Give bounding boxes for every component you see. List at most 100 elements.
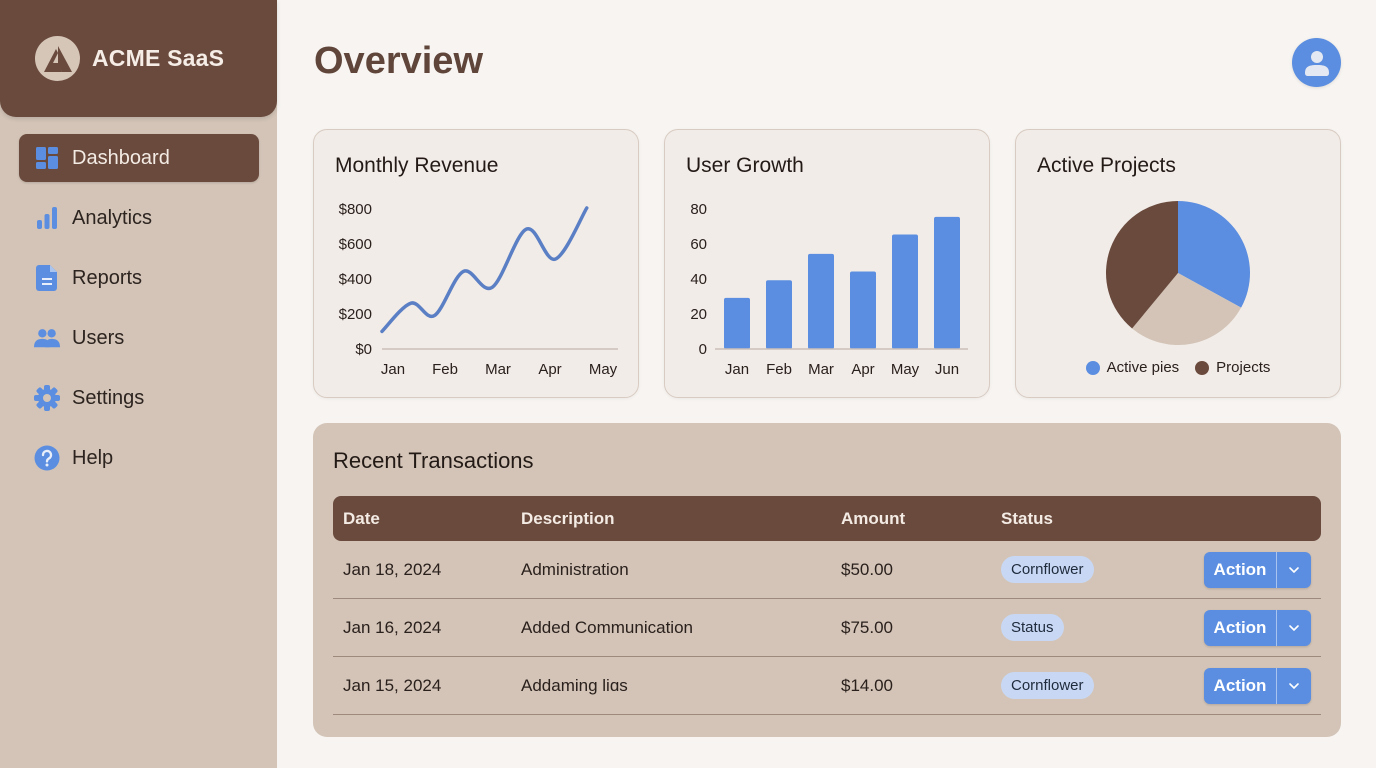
legend-dot-blue bbox=[1085, 360, 1100, 375]
action-split-button: Action bbox=[1204, 551, 1311, 588]
sidebar-item-label: Dashboard bbox=[72, 146, 170, 169]
action-button[interactable]: Action bbox=[1204, 667, 1277, 704]
cell-description: Added Communication bbox=[521, 617, 693, 637]
svg-text:60: 60 bbox=[690, 236, 707, 253]
pie-legend: Active pies Projects bbox=[1016, 359, 1340, 376]
bars bbox=[724, 216, 960, 349]
users-icon bbox=[34, 325, 60, 351]
action-button[interactable]: Action bbox=[1204, 609, 1277, 646]
status-badge: Cornflower bbox=[1001, 672, 1094, 699]
cell-description: Administration bbox=[521, 559, 629, 579]
action-button[interactable]: Action bbox=[1204, 551, 1277, 588]
active-projects-card: Active Projects Active pies Projects bbox=[1015, 129, 1341, 398]
revenue-line-chart: $800 $600 $400 $200 $0 Jan Feb Mar Apr M… bbox=[339, 201, 618, 378]
recent-transactions-panel: Recent Transactions Date Description Amo… bbox=[313, 423, 1341, 737]
sidebar-item-label: Help bbox=[72, 446, 114, 469]
svg-text:$600: $600 bbox=[339, 236, 372, 253]
active-projects-pie-chart bbox=[1106, 201, 1250, 345]
sidebar-item-analytics[interactable]: Analytics bbox=[19, 194, 259, 242]
sidebar: ACME SaaS Dashboard Analy bbox=[0, 0, 277, 768]
y-axis-labels: $800 $600 $400 $200 $0 bbox=[339, 201, 372, 358]
sidebar-item-users[interactable]: Users bbox=[19, 314, 259, 362]
user-avatar-icon bbox=[1304, 50, 1329, 76]
sidebar-item-label: Reports bbox=[72, 266, 143, 289]
chevron-down-icon bbox=[1289, 566, 1299, 573]
svg-text:20: 20 bbox=[690, 306, 707, 323]
transactions-table: Date Description Amount Status Jan 18, 2… bbox=[333, 496, 1321, 715]
bar bbox=[808, 253, 834, 349]
chevron-down-icon bbox=[1289, 682, 1299, 689]
action-dropdown-toggle[interactable] bbox=[1277, 610, 1311, 646]
user-avatar-button[interactable] bbox=[1292, 38, 1341, 87]
cell-description: Addaming liɑs bbox=[521, 675, 628, 695]
pie-slice bbox=[1178, 201, 1250, 308]
svg-text:40: 40 bbox=[690, 271, 707, 288]
action-split-button: Action bbox=[1204, 667, 1311, 704]
user-growth-bar-chart: 80 60 40 20 0 Jan Feb Mar Apr May Jun bbox=[690, 201, 968, 378]
card-title: Active Projects bbox=[1037, 154, 1176, 177]
column-header-description[interactable]: Description bbox=[521, 508, 615, 528]
action-dropdown-toggle[interactable] bbox=[1277, 552, 1311, 588]
column-header-date[interactable]: Date bbox=[343, 508, 380, 528]
svg-text:$200: $200 bbox=[339, 306, 372, 323]
sidebar-item-reports[interactable]: Reports bbox=[19, 254, 259, 302]
bar bbox=[892, 234, 918, 349]
svg-text:Mar: Mar bbox=[808, 361, 834, 378]
sidebar-nav: Dashboard Analytics Reports bbox=[19, 134, 259, 494]
action-dropdown-toggle[interactable] bbox=[1277, 668, 1311, 704]
sidebar-item-label: Analytics bbox=[72, 206, 153, 229]
status-badge: Status bbox=[1001, 614, 1064, 641]
legend-item: Projects bbox=[1195, 359, 1270, 376]
table-header: Date Description Amount Status bbox=[333, 496, 1321, 541]
pie-slice bbox=[1106, 201, 1178, 329]
gear-icon bbox=[34, 385, 60, 411]
legend-dot-brown bbox=[1195, 360, 1210, 375]
sidebar-item-help[interactable]: Help bbox=[19, 434, 259, 482]
svg-text:80: 80 bbox=[690, 201, 707, 218]
table-row: Jan 15, 2024 Addaming liɑs $14.00 Cornfl… bbox=[333, 657, 1321, 715]
legend-item: Active pies bbox=[1085, 359, 1179, 376]
svg-text:Jan: Jan bbox=[381, 361, 405, 378]
column-header-amount[interactable]: Amount bbox=[841, 508, 906, 528]
monthly-revenue-card: Monthly Revenue $800 $600 $400 $200 $0 J… bbox=[313, 129, 639, 398]
cell-date: Jan 15, 2024 bbox=[343, 675, 442, 695]
brand-header: ACME SaaS bbox=[0, 0, 277, 117]
table-row: Jan 18, 2024 Administration $50.00 Cornf… bbox=[333, 541, 1321, 599]
help-icon bbox=[34, 445, 60, 471]
sidebar-item-label: Settings bbox=[72, 386, 145, 409]
bar bbox=[934, 216, 960, 349]
section-title: Recent Transactions bbox=[333, 448, 534, 473]
y-axis-labels: 80 60 40 20 0 bbox=[690, 201, 707, 358]
dashboard-icon bbox=[34, 145, 60, 171]
sidebar-item-settings[interactable]: Settings bbox=[19, 374, 259, 422]
svg-text:$800: $800 bbox=[339, 201, 372, 218]
bar bbox=[850, 271, 876, 349]
bar-chart-icon bbox=[34, 205, 60, 231]
mountain-a-icon bbox=[35, 36, 80, 81]
cell-amount: $75.00 bbox=[841, 617, 893, 637]
cell-amount: $50.00 bbox=[841, 559, 893, 579]
action-split-button: Action bbox=[1204, 609, 1311, 646]
x-axis-labels: Jan Feb Mar Apr May Jun bbox=[725, 361, 959, 378]
chevron-down-icon bbox=[1289, 624, 1299, 631]
cell-date: Jan 18, 2024 bbox=[343, 559, 442, 579]
pie-slices bbox=[1106, 201, 1250, 345]
svg-text:May: May bbox=[891, 361, 920, 378]
bar bbox=[724, 297, 750, 349]
brand-name: ACME SaaS bbox=[92, 45, 225, 71]
cell-date: Jan 16, 2024 bbox=[343, 617, 442, 637]
svg-text:Apr: Apr bbox=[851, 361, 874, 378]
document-icon bbox=[34, 265, 60, 291]
column-header-status[interactable]: Status bbox=[1001, 508, 1053, 528]
card-title: User Growth bbox=[686, 154, 804, 177]
page-title: Overview bbox=[314, 40, 483, 82]
svg-text:Mar: Mar bbox=[485, 361, 511, 378]
pie-slice bbox=[1132, 273, 1242, 345]
user-growth-card: User Growth 80 60 40 20 0 Jan Feb Mar Ap… bbox=[664, 129, 990, 398]
svg-text:May: May bbox=[589, 361, 618, 378]
bar bbox=[766, 280, 792, 349]
sidebar-item-label: Users bbox=[72, 326, 125, 349]
svg-text:Jan: Jan bbox=[725, 361, 749, 378]
status-badge: Cornflower bbox=[1001, 556, 1094, 583]
sidebar-item-dashboard[interactable]: Dashboard bbox=[19, 134, 259, 182]
